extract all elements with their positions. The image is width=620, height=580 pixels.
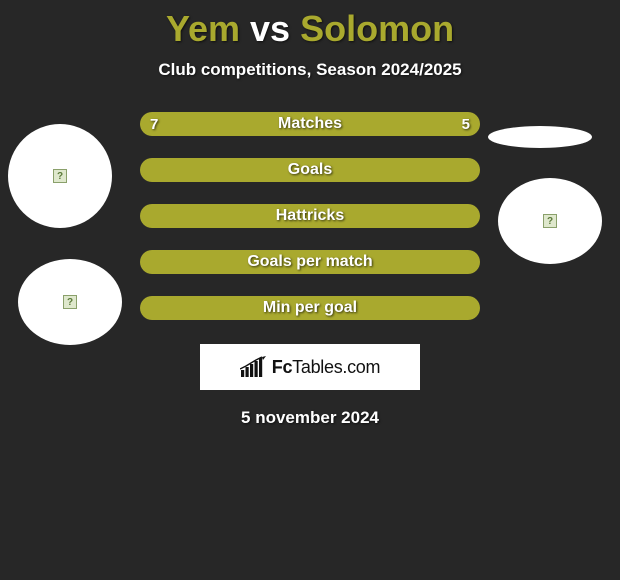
avatar-circle: ?	[18, 259, 122, 345]
stat-row: Hattricks	[140, 204, 480, 228]
brand-suffix: Tables.com	[292, 357, 380, 377]
brand-box[interactable]: FcTables.com	[200, 344, 420, 390]
chart-bars-icon	[240, 356, 268, 378]
brand-prefix: Fc	[272, 357, 292, 377]
avatar-circle: ?	[498, 178, 602, 264]
stat-right-value: 5	[462, 116, 470, 133]
avatar-circle: ?	[8, 124, 112, 228]
stat-label: Matches	[278, 115, 342, 133]
stat-left-value: 7	[150, 116, 158, 133]
placeholder-icon: ?	[53, 169, 67, 183]
stat-row: Goals	[140, 158, 480, 182]
stat-row: 7 Matches 5	[140, 112, 480, 136]
stats-container: 7 Matches 5 Goals Hattricks Goals per match Mi…	[140, 112, 480, 320]
placeholder-icon: ?	[63, 295, 77, 309]
stat-label: Goals per match	[247, 253, 372, 271]
stat-label: Goals	[288, 161, 332, 179]
placeholder-icon: ?	[543, 214, 557, 228]
stat-label: Hattricks	[276, 207, 344, 225]
stat-label: Min per goal	[263, 299, 357, 317]
decorative-ellipse	[488, 126, 592, 148]
date-text: 5 november 2024	[0, 408, 620, 428]
brand-text: FcTables.com	[272, 357, 380, 378]
vs-text: vs	[250, 8, 290, 49]
stat-row: Min per goal	[140, 296, 480, 320]
subtitle: Club competitions, Season 2024/2025	[0, 60, 620, 80]
comparison-title: Yem vs Solomon	[0, 0, 620, 50]
stat-row: Goals per match	[140, 250, 480, 274]
player1-name: Yem	[166, 8, 240, 49]
player2-name: Solomon	[300, 8, 454, 49]
